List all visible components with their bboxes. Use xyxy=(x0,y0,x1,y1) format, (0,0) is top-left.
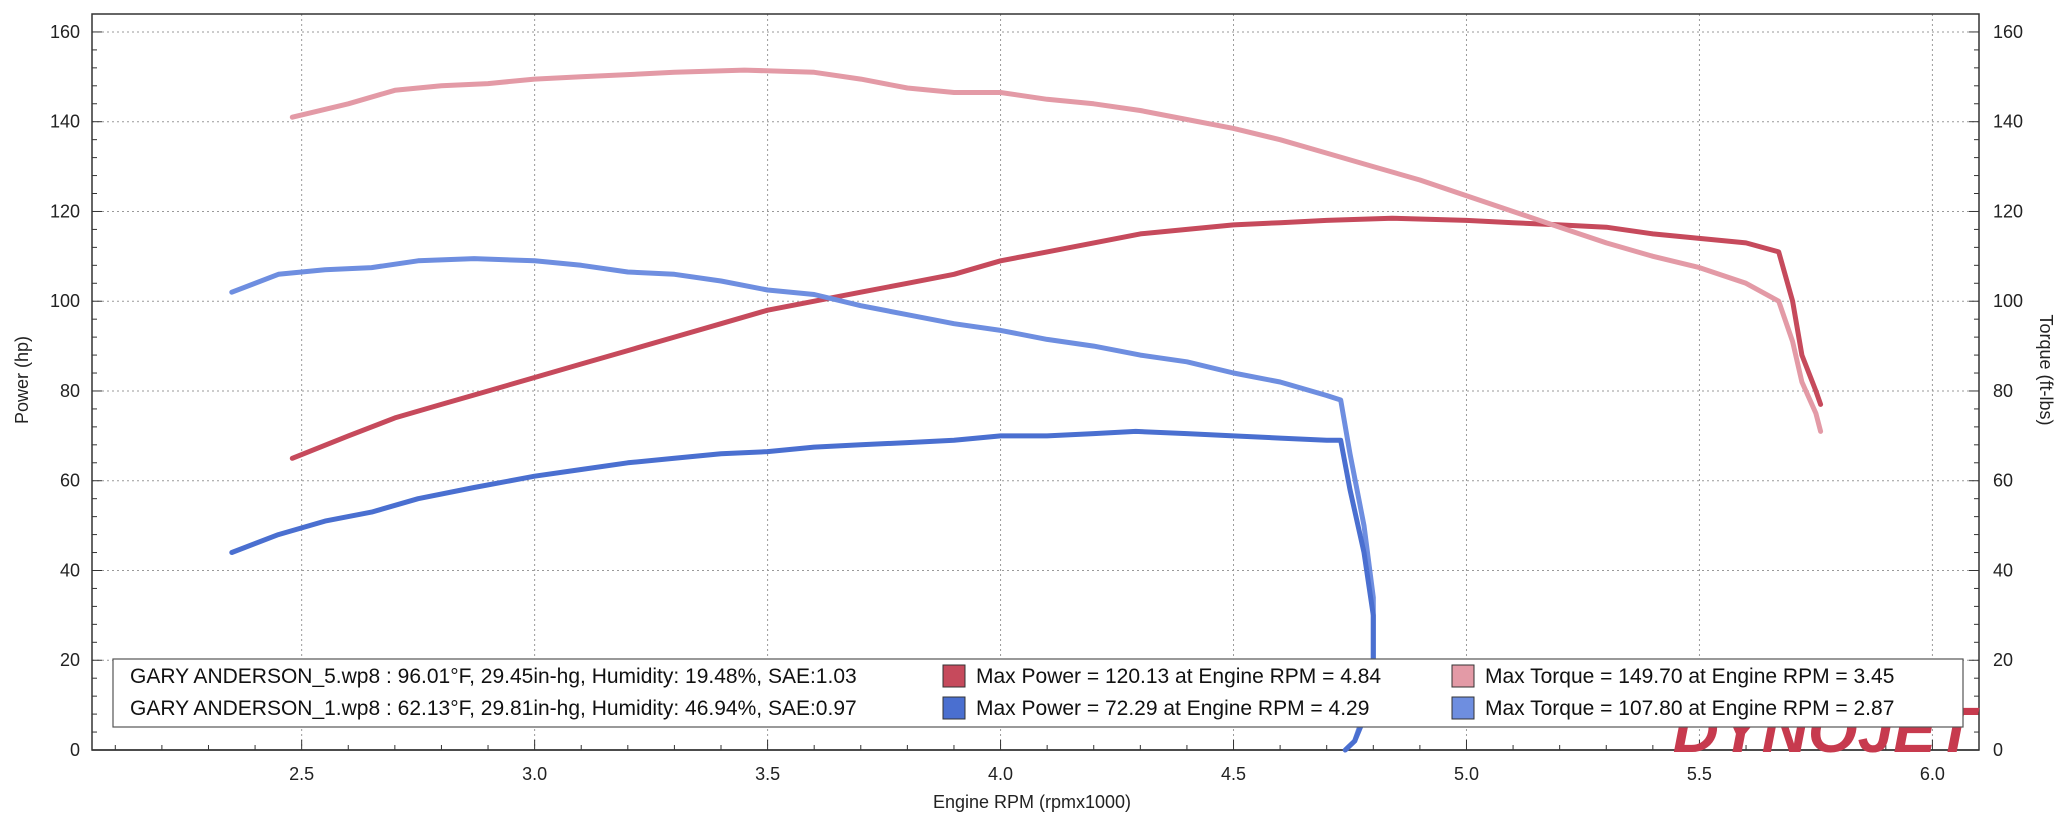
legend-max-power-run1: Max Power = 72.29 at Engine RPM = 4.29 xyxy=(976,697,1369,720)
y-tick-label-left: 160 xyxy=(50,22,80,42)
x-tick-label: 5.0 xyxy=(1454,764,1479,784)
y-tick-label-right: 80 xyxy=(1993,381,2013,401)
grid-lines xyxy=(92,14,1979,751)
legend-run1-label: GARY ANDERSON_1.wp8 : 62.13°F, 29.81in-h… xyxy=(130,697,857,720)
y-tick-label-right: 20 xyxy=(1993,650,2013,670)
y-tick-label-left: 100 xyxy=(50,291,80,311)
y-axis-title-right: Torque (ft-lbs) xyxy=(2036,314,2056,425)
y-tick-label-right: 40 xyxy=(1993,560,2013,580)
y-tick-labels-right: 0 20 40 60 80 100 120 140 160 xyxy=(1993,22,2023,760)
y-axis-title-left: Power (hp) xyxy=(12,336,32,424)
y-tick-label-right: 0 xyxy=(1993,740,2003,760)
series-line-torque_run1 xyxy=(229,256,1376,753)
legend-max-torque-run1: Max Torque = 107.80 at Engine RPM = 2.87 xyxy=(1485,697,1894,720)
y-tick-label-right: 60 xyxy=(1993,471,2013,491)
x-tick-label: 3.5 xyxy=(755,764,780,784)
series-layer xyxy=(229,67,1824,753)
legend-swatch-power-run5 xyxy=(942,664,966,688)
y-tick-label-left: 80 xyxy=(60,381,80,401)
y-tick-label-left: 60 xyxy=(60,471,80,491)
legend-swatch-torque-run1 xyxy=(1451,696,1475,720)
series-line-power_run1 xyxy=(229,428,1376,753)
x-tick-label: 4.5 xyxy=(1221,764,1246,784)
y-tick-label-left: 120 xyxy=(50,201,80,221)
legend-swatch-torque-run5 xyxy=(1451,664,1475,688)
legend-run5-label: GARY ANDERSON_5.wp8 : 96.01°F, 29.45in-h… xyxy=(130,665,857,688)
legend-box xyxy=(112,658,1964,728)
legend-max-torque-run5: Max Torque = 149.70 at Engine RPM = 3.45 xyxy=(1485,665,1894,688)
x-tick-label: 5.5 xyxy=(1687,764,1712,784)
y-tick-label-right: 140 xyxy=(1993,112,2023,132)
series-line-power_run5 xyxy=(289,215,1824,461)
y-tick-labels-left: 0 20 40 60 80 100 120 140 160 xyxy=(50,22,80,760)
y-tick-label-left: 140 xyxy=(50,112,80,132)
x-tick-labels: 2.5 3.0 3.5 4.0 4.5 5.0 5.5 6.0 xyxy=(289,764,1945,784)
x-tick-label: 2.5 xyxy=(289,764,314,784)
legend-max-power-run5: Max Power = 120.13 at Engine RPM = 4.84 xyxy=(976,665,1381,688)
legend: GARY ANDERSON_5.wp8 : 96.01°F, 29.45in-h… xyxy=(112,658,1964,728)
plot-frame xyxy=(91,13,1980,751)
y-tick-label-left: 20 xyxy=(60,650,80,670)
x-tick-label: 4.0 xyxy=(988,764,1013,784)
y-tick-label-right: 120 xyxy=(1993,201,2023,221)
x-axis-title: Engine RPM (rpmx1000) xyxy=(933,792,1131,812)
y-tick-label-right: 160 xyxy=(1993,22,2023,42)
y-tick-label-left: 0 xyxy=(70,740,80,760)
y-tick-label-right: 100 xyxy=(1993,291,2023,311)
legend-swatch-power-run1 xyxy=(942,696,966,720)
x-tick-label: 6.0 xyxy=(1920,764,1945,784)
x-tick-label: 3.0 xyxy=(522,764,547,784)
series-line-torque_run5 xyxy=(289,67,1824,434)
y-tick-label-left: 40 xyxy=(60,560,80,580)
